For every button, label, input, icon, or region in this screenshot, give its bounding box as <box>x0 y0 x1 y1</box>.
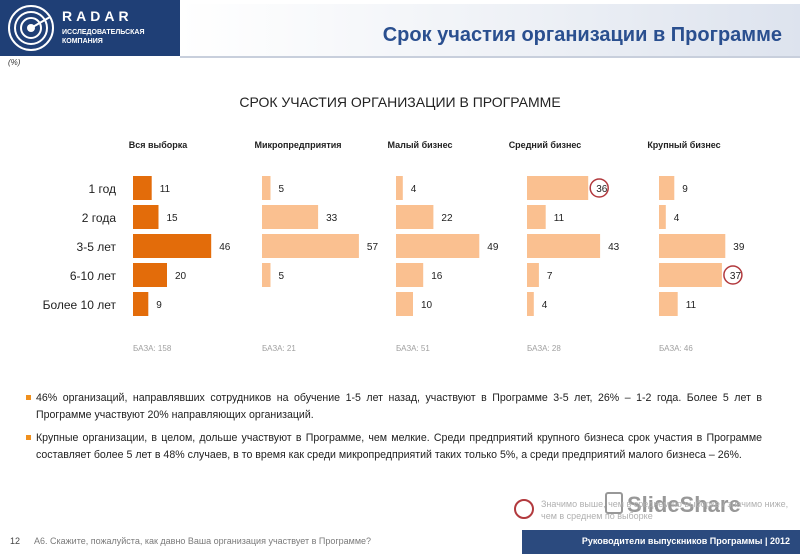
logo-subtitle: ИССЛЕДОВАТЕЛЬСКАЯ КОМПАНИЯ <box>62 29 145 45</box>
bar-value-label: 22 <box>441 213 453 224</box>
category-label: 2 года <box>82 211 117 225</box>
bar <box>527 176 589 200</box>
bar <box>527 205 546 229</box>
bar-value-label: 4 <box>411 184 417 195</box>
radar-logo-icon <box>8 5 54 51</box>
bar <box>262 176 271 200</box>
bar <box>527 263 539 287</box>
legend: Значимо выше, чем в среднем по выборке /… <box>514 496 794 526</box>
series-header: Микропредприятия <box>254 140 341 150</box>
findings-list: 46% организаций, направлявших сотруднико… <box>26 390 762 470</box>
bar <box>527 292 534 316</box>
bar <box>659 234 726 258</box>
series-header: Крупный бизнес <box>647 140 720 150</box>
significance-ring-icon <box>514 499 534 519</box>
bar-value-label: 15 <box>167 213 179 224</box>
bar-value-label: 20 <box>175 271 187 282</box>
bar-value-label: 16 <box>431 271 443 282</box>
question-text: А6. Скажите, пожалуйста, как давно Ваша … <box>34 536 372 546</box>
bar-value-label: 37 <box>730 271 742 282</box>
slideshare-logo-icon <box>605 492 623 514</box>
series-header: Средний бизнес <box>509 140 582 150</box>
bar-value-label: 36 <box>596 184 608 195</box>
page-number: 12 <box>10 536 21 546</box>
bar <box>133 263 167 287</box>
bar <box>396 234 480 258</box>
bar <box>262 263 271 287</box>
bar <box>659 205 666 229</box>
bar <box>527 234 601 258</box>
base-label: БАЗА: 21 <box>262 344 296 353</box>
base-label: БАЗА: 158 <box>133 344 172 353</box>
bar-value-label: 46 <box>219 242 231 253</box>
header-divider <box>180 56 800 58</box>
bar <box>133 292 149 316</box>
bar <box>262 234 359 258</box>
significance-ring <box>723 265 743 285</box>
bar-value-label: 11 <box>686 300 697 311</box>
footer-brand: Руководители выпускников Программы | 201… <box>581 536 790 546</box>
bar-value-label: 11 <box>554 213 565 224</box>
finding-item: Крупные организации, в целом, дольше уча… <box>26 430 762 464</box>
bar-value-label: 39 <box>733 242 745 253</box>
base-label: БАЗА: 51 <box>396 344 430 353</box>
bar-value-label: 49 <box>487 242 499 253</box>
bar-value-label: 43 <box>608 242 620 253</box>
watermark-text: SlideShare <box>627 492 741 517</box>
bar <box>262 205 319 229</box>
page-title: Срок участия организации в Программе <box>382 24 782 46</box>
unit-note: (%) <box>8 58 21 67</box>
series-header: Малый бизнес <box>388 140 453 150</box>
category-label: 1 год <box>88 182 116 196</box>
finding-item: 46% организаций, направлявших сотруднико… <box>26 390 762 424</box>
bar <box>396 263 424 287</box>
company-logo: RADAR ИССЛЕДОВАТЕЛЬСКАЯ КОМПАНИЯ <box>0 0 180 56</box>
slideshare-watermark: SlideShare <box>605 492 741 518</box>
base-label: БАЗА: 46 <box>659 344 693 353</box>
series-header: Вся выборка <box>129 140 189 150</box>
header: RADAR ИССЛЕДОВАТЕЛЬСКАЯ КОМПАНИЯ Срок уч… <box>0 0 800 62</box>
bar <box>396 176 403 200</box>
legend-text: Значимо выше, чем в среднем по выборке /… <box>541 499 789 521</box>
bar <box>396 205 434 229</box>
bar-value-label: 5 <box>279 271 285 282</box>
chart-title: СРОК УЧАСТИЯ ОРГАНИЗАЦИИ В ПРОГРАММЕ <box>239 94 561 110</box>
bar-value-label: 11 <box>160 184 171 195</box>
title-band: Срок участия организации в Программе <box>180 4 800 56</box>
bar-value-label: 5 <box>279 184 285 195</box>
bar-chart: 1 год 2 года 3-5 лет 6-10 лет Более 10 лет Вс… <box>43 140 745 353</box>
category-label: Более 10 лет <box>43 298 117 312</box>
bar-value-label: 4 <box>674 213 680 224</box>
bar-value-label: 4 <box>542 300 548 311</box>
bar <box>133 205 159 229</box>
bar-value-label: 33 <box>326 213 338 224</box>
logo-wordmark: RADAR <box>62 8 133 24</box>
bar-value-label: 10 <box>421 300 433 311</box>
bar <box>659 263 722 287</box>
bar <box>133 176 152 200</box>
bar <box>396 292 413 316</box>
bar-value-label: 57 <box>367 242 379 253</box>
bar-value-label: 9 <box>682 184 688 195</box>
bar <box>133 234 212 258</box>
base-label: БАЗА: 28 <box>527 344 561 353</box>
bar-value-label: 9 <box>156 300 162 311</box>
footer-band: Руководители выпускников Программы | 201… <box>522 530 800 554</box>
bar <box>659 292 678 316</box>
category-label: 6-10 лет <box>70 269 117 283</box>
significance-ring <box>589 178 609 198</box>
category-label: 3-5 лет <box>77 240 117 254</box>
bar-value-label: 7 <box>547 271 553 282</box>
bar <box>659 176 675 200</box>
